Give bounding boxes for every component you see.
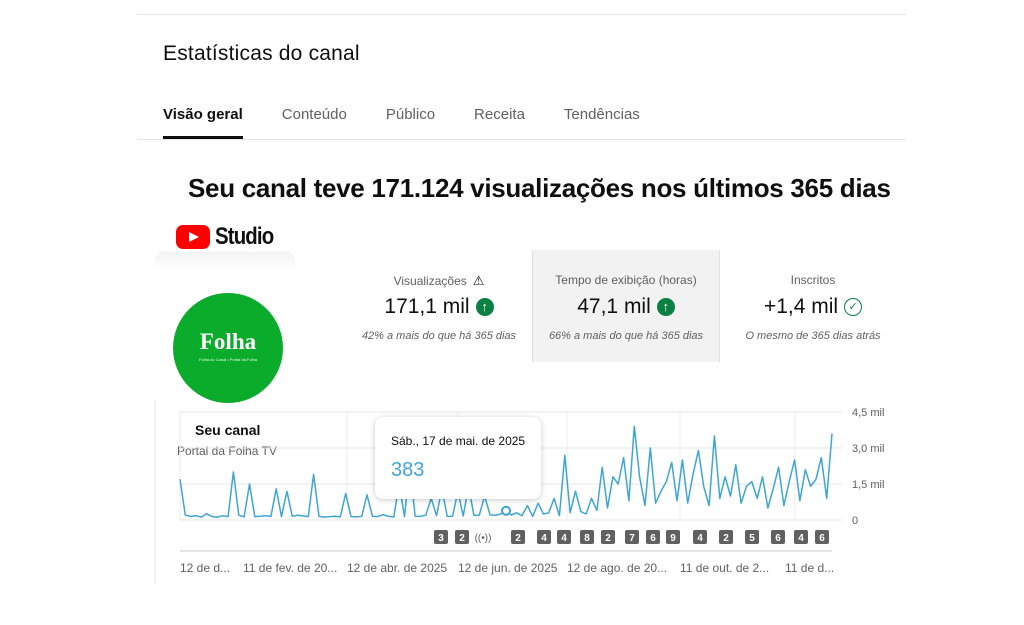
stats-row: Visualizações ⚠ 171,1 mil ↑ 42% a mais do … (346, 250, 906, 362)
y-tick-label: 3,0 mil (852, 443, 884, 455)
upload-marker-count: 2 (605, 533, 611, 544)
tab-bar: Visão geral Conteúdo Público Receita Ten… (163, 100, 640, 140)
upload-marker-badge (537, 530, 551, 544)
upload-marker-badge (771, 530, 785, 544)
upload-marker-badge (557, 530, 571, 544)
y-tick-label: 1,5 mil (852, 479, 884, 491)
x-tick-label: 11 de d... (785, 561, 834, 575)
tabs-divider (137, 139, 906, 140)
x-tick-label: 11 de fev. de 20... (243, 561, 337, 575)
tooltip-value: 383 (391, 459, 425, 481)
upload-marker-badge (666, 530, 680, 544)
upload-marker-badge (455, 530, 469, 544)
upload-marker-badge (646, 530, 660, 544)
upload-marker-badge (580, 530, 594, 544)
upload-marker-count: 2 (459, 533, 465, 544)
upload-marker-badge (719, 530, 733, 544)
stat-subscribers-value: +1,4 mil (763, 295, 839, 318)
upload-marker-count: 8 (584, 533, 590, 544)
stat-watch-time-value: 47,1 mil (577, 295, 651, 318)
upload-marker-count: 2 (723, 533, 729, 544)
upload-marker-count: 6 (650, 533, 656, 544)
y-tick-label: 0 (852, 515, 858, 527)
upload-marker-count: 4 (697, 533, 703, 544)
upload-marker-count: 7 (629, 533, 635, 544)
live-stream-marker-icon: ((•)) (475, 533, 492, 544)
upload-marker-badge (815, 530, 829, 544)
check-circle-icon: ✓ (844, 298, 863, 316)
y-tick-label: 4,5 mil (852, 407, 884, 419)
stat-subscribers-value-row: +1,4 mil ✓ (720, 295, 906, 319)
avatar-logo-text: Folha (199, 329, 257, 354)
upload-marker-count: 2 (515, 533, 521, 544)
top-divider (137, 14, 906, 15)
upload-marker-count: 4 (541, 533, 547, 544)
page-title: Estatísticas do canal (163, 42, 360, 65)
tab-content[interactable]: Conteúdo (281, 106, 347, 123)
x-tick-label: 12 de abr. de 2025 (347, 561, 447, 575)
youtube-studio-logo: Studio (176, 223, 284, 251)
upload-marker-count: 4 (798, 533, 804, 544)
upload-marker-badge (601, 530, 615, 544)
highlight-point (501, 505, 511, 516)
upload-marker-count: 6 (775, 533, 781, 544)
x-tick-label: 11 de out. de 2... (680, 561, 769, 575)
stat-views-comparison: 42% a mais do que há 365 dias (361, 330, 517, 342)
upload-marker-badge (794, 530, 808, 544)
upload-marker-badge (511, 530, 525, 544)
headline: Seu canal teve 171.124 visualizações nos… (188, 173, 891, 203)
stat-subscribers[interactable]: Inscritos +1,4 mil ✓ O mesmo de 365 dias … (720, 250, 906, 362)
warning-icon: ⚠ (472, 273, 485, 288)
upload-marker-count: 9 (670, 533, 676, 544)
channel-name: Seu canal (195, 422, 261, 438)
upload-marker-badge (745, 530, 759, 544)
upload-marker-count: 5 (749, 533, 755, 544)
stat-watch-time-value-row: 47,1 mil ↑ (533, 295, 719, 319)
stat-views-value: 171,1 mil (384, 295, 470, 318)
upload-marker-badge (625, 530, 639, 544)
avatar-logo-subtext: Folha do Canal • Portal da Folha (199, 357, 257, 362)
x-tick-label: 12 de d... (180, 561, 230, 575)
tab-overview[interactable]: Visão geral (163, 100, 243, 139)
stat-views-label-row: Visualizações ⚠ (346, 273, 532, 289)
card-top-shade (155, 252, 295, 270)
arrow-up-icon: ↑ (656, 298, 675, 316)
stat-subscribers-label: Inscritos (790, 273, 836, 287)
stat-views-label: Visualizações (393, 274, 467, 288)
stat-subscribers-comparison: O mesmo de 365 dias atrás (745, 330, 881, 342)
upload-marker-count: 3 (438, 533, 444, 544)
stat-watch-time-label: Tempo de exibição (horas) (555, 273, 697, 287)
tooltip-date: Sáb., 17 de mai. de 2025 (391, 434, 526, 448)
stat-views-value-row: 171,1 mil ↑ (346, 295, 532, 319)
upload-marker-badge (434, 530, 448, 544)
tab-revenue[interactable]: Receita (474, 106, 525, 123)
studio-logo-text: Studio (215, 223, 274, 250)
upload-marker-count: 4 (561, 533, 567, 544)
tab-trends[interactable]: Tendências (563, 106, 640, 123)
channel-avatar[interactable]: Folha Folha do Canal • Portal da Folha (173, 293, 283, 403)
stat-watch-time[interactable]: Tempo de exibição (horas) 47,1 mil ↑ 66% … (532, 250, 720, 362)
stat-watch-time-comparison: 66% a mais do que há 365 dias (548, 330, 704, 342)
upload-marker-badge (693, 530, 707, 544)
upload-marker-count: 6 (819, 533, 825, 544)
arrow-up-icon: ↑ (475, 298, 494, 316)
chart-tooltip: Sáb., 17 de mai. de 2025 383 (375, 417, 541, 499)
x-tick-label: 12 de jun. de 2025 (458, 561, 558, 575)
tab-audience[interactable]: Público (385, 106, 436, 123)
stat-views[interactable]: Visualizações ⚠ 171,1 mil ↑ 42% a mais do … (346, 250, 532, 362)
x-tick-label: 12 de ago. de 20... (567, 561, 667, 575)
youtube-play-icon (176, 225, 210, 249)
